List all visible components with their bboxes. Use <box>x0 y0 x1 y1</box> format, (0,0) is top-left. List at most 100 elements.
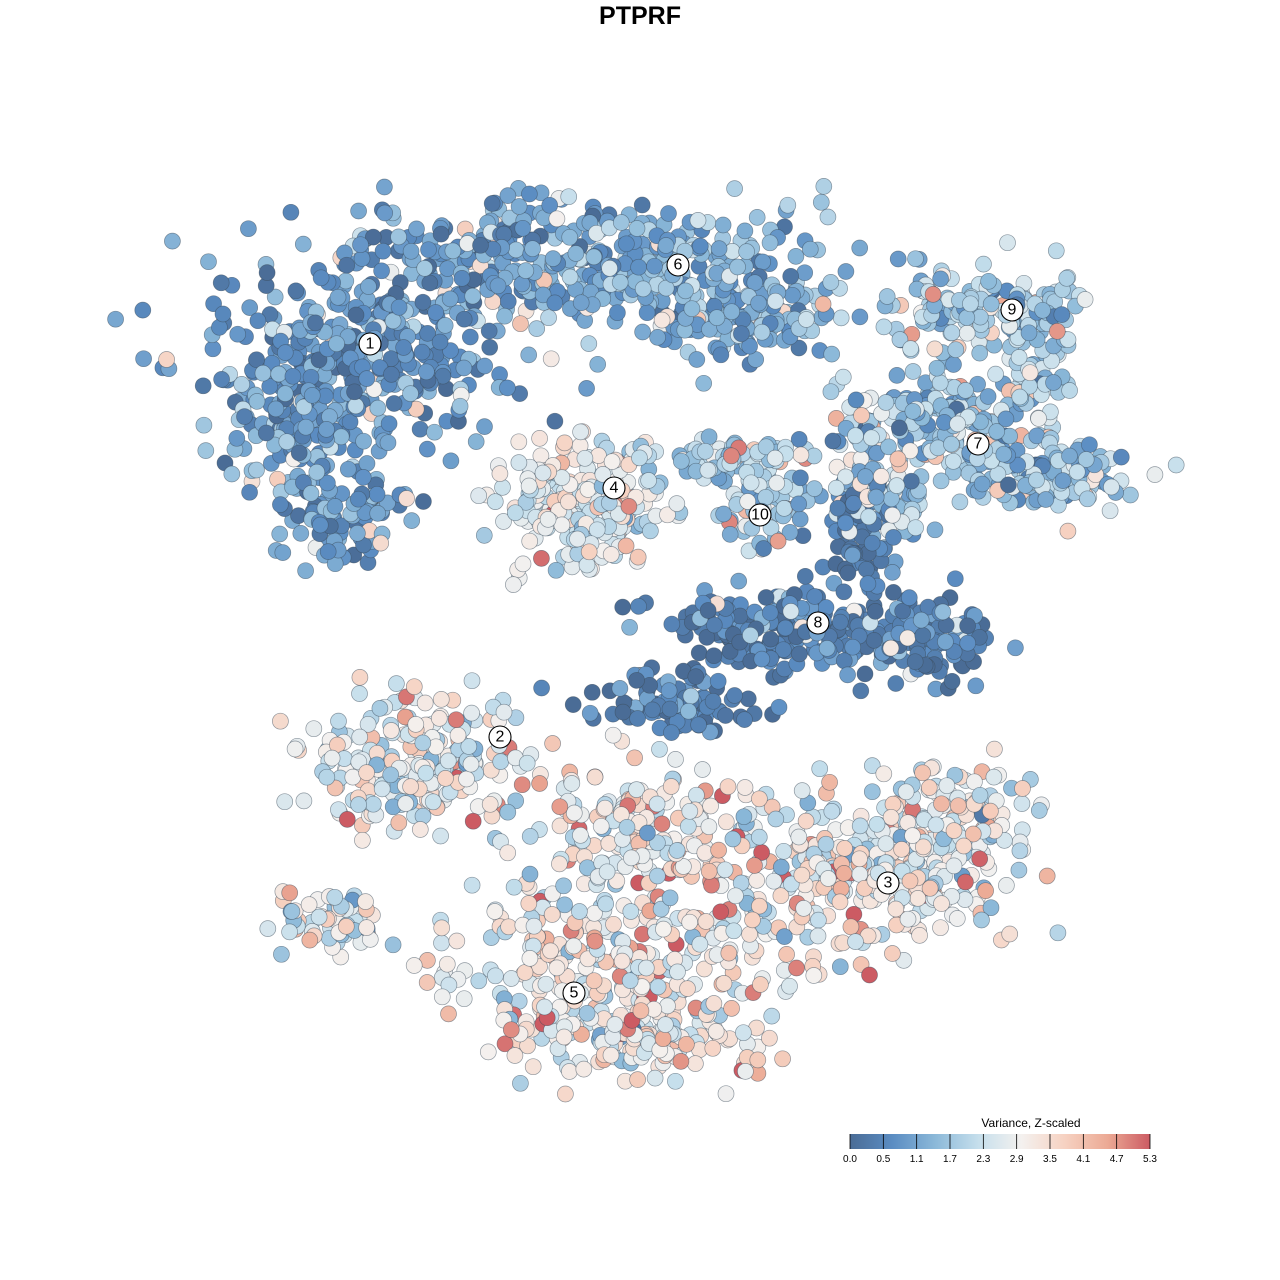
cell-point <box>517 262 535 279</box>
cell-point <box>1058 269 1076 287</box>
cell-point <box>499 844 517 862</box>
cell-point <box>899 629 916 647</box>
cell-point <box>349 524 366 542</box>
cluster-label-marker <box>562 981 586 1005</box>
cell-point <box>524 240 541 258</box>
cell-point <box>810 911 827 929</box>
cell-point <box>742 626 759 644</box>
cell-point <box>281 884 299 902</box>
cell-point <box>955 837 973 855</box>
cell-point <box>572 826 589 844</box>
cell-point <box>505 576 522 593</box>
cell-point <box>648 795 666 813</box>
cell-point <box>821 773 838 791</box>
cell-point <box>416 694 434 712</box>
cell-point <box>688 351 706 368</box>
cell-point <box>957 382 974 399</box>
cell-point <box>753 650 771 668</box>
cluster-label-marker <box>488 725 512 749</box>
cell-point <box>878 288 896 305</box>
cell-point <box>884 506 901 524</box>
cell-point <box>842 918 860 936</box>
cell-point <box>542 350 560 368</box>
cell-point <box>290 444 308 462</box>
cell-point <box>417 764 435 782</box>
cell-point <box>851 850 868 868</box>
cell-point <box>767 810 785 828</box>
cell-point <box>521 532 539 550</box>
cluster-label-3: 3 <box>876 871 900 895</box>
cell-point <box>520 895 538 912</box>
cell-point <box>937 633 954 651</box>
cell-point <box>1020 324 1038 342</box>
cell-point <box>1076 291 1094 308</box>
cell-point <box>914 838 932 856</box>
cell-point <box>561 1063 578 1080</box>
cell-point <box>646 257 663 275</box>
legend-tick-label: 3.5 <box>1043 1154 1057 1165</box>
cell-point <box>755 540 772 557</box>
cell-point <box>621 618 638 636</box>
cell-point <box>551 798 569 816</box>
cell-point <box>461 328 479 346</box>
cell-point <box>272 496 289 513</box>
cell-point <box>959 634 977 652</box>
cell-point <box>462 755 480 773</box>
cell-point <box>770 698 788 716</box>
cell-point <box>444 242 462 260</box>
cell-point <box>975 255 992 273</box>
cell-point <box>971 344 989 362</box>
cell-point <box>851 239 869 257</box>
cell-point <box>688 786 705 804</box>
cell-point <box>214 305 232 323</box>
cell-point <box>748 209 766 226</box>
cell-point <box>495 703 513 721</box>
cell-point <box>411 420 429 438</box>
cell-point <box>544 735 561 752</box>
cell-point <box>687 1055 704 1072</box>
cell-point <box>241 483 258 501</box>
cell-point <box>837 468 854 486</box>
cell-point <box>564 696 582 713</box>
cell-point <box>382 766 400 784</box>
cell-point <box>880 438 897 456</box>
cell-point <box>1061 382 1078 399</box>
cluster-label-text: 3 <box>884 875 893 892</box>
cell-point <box>283 903 301 920</box>
cell-point <box>699 602 717 619</box>
cell-point <box>514 219 532 237</box>
cell-point <box>418 440 436 458</box>
cell-point <box>902 472 920 490</box>
cell-point <box>712 346 730 364</box>
cell-point <box>958 324 976 342</box>
cell-point <box>891 331 909 348</box>
cell-point <box>746 274 764 292</box>
cell-point <box>860 508 878 526</box>
cell-point <box>907 519 924 537</box>
cell-point <box>748 872 766 889</box>
cell-point <box>483 195 501 212</box>
cell-point <box>778 946 795 963</box>
cell-point <box>355 432 372 450</box>
cell-point <box>796 264 814 282</box>
cell-point <box>481 795 499 813</box>
cell-point <box>212 274 230 292</box>
legend-color-bar <box>850 1134 1150 1149</box>
cell-point <box>164 232 181 250</box>
cell-point <box>793 782 811 799</box>
cell-point <box>254 364 272 382</box>
cell-point <box>492 753 510 770</box>
cluster-label-text: 9 <box>1008 302 1017 319</box>
cell-point <box>985 768 1003 786</box>
cell-point <box>329 288 347 306</box>
cell-point <box>432 225 450 243</box>
cell-point <box>533 550 550 567</box>
cell-point <box>914 764 931 782</box>
cell-point <box>736 711 753 728</box>
cell-point <box>540 309 557 327</box>
cell-point <box>999 234 1016 252</box>
cell-point <box>531 430 548 447</box>
cell-point <box>415 493 432 510</box>
cell-point <box>458 770 475 788</box>
